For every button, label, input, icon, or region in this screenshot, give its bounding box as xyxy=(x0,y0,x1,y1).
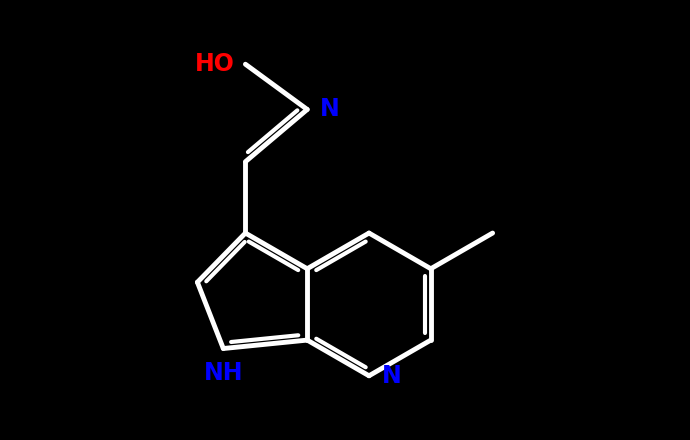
Text: N: N xyxy=(382,364,402,388)
Text: HO: HO xyxy=(195,52,235,76)
Text: N: N xyxy=(320,98,339,121)
Text: NH: NH xyxy=(204,361,243,385)
